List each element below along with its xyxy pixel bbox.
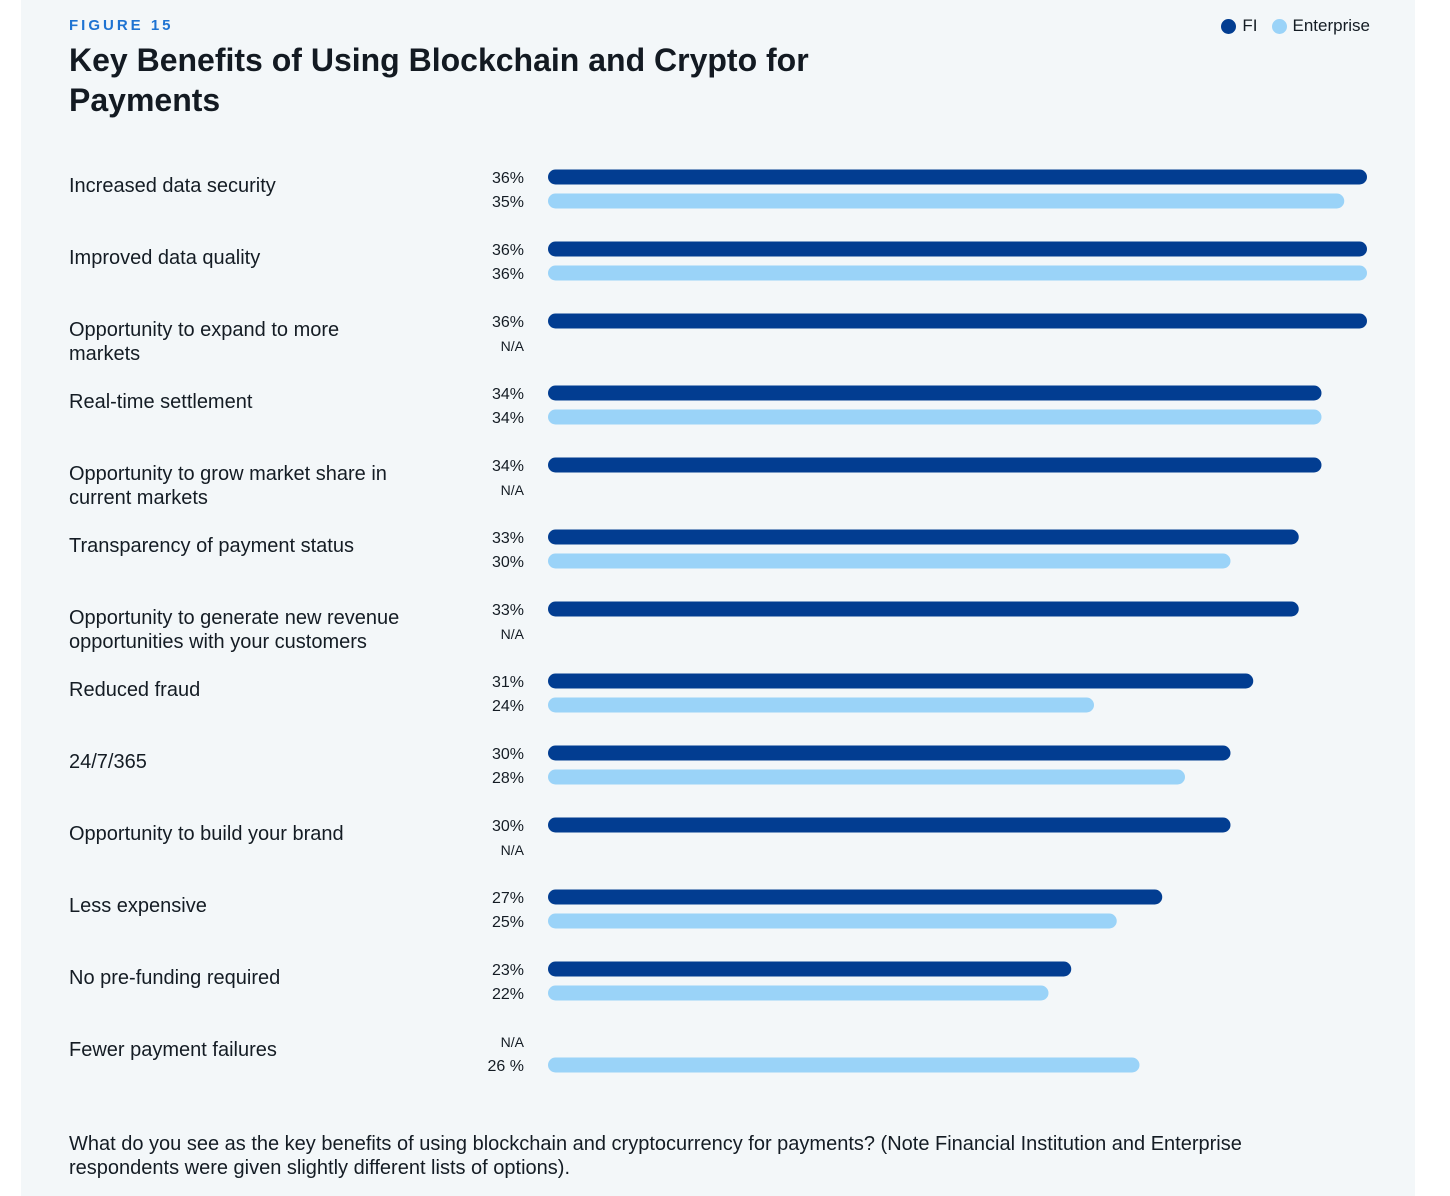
value-label-enterprise: N/A: [501, 338, 525, 354]
value-label-fi: 36%: [492, 242, 524, 259]
category-label-line: Opportunity to generate new revenue: [69, 607, 399, 629]
category-label: Opportunity to generate new revenue oppor…: [69, 607, 399, 653]
value-label-enterprise: 35%: [492, 194, 524, 211]
category-label-line: Less expensive: [69, 895, 207, 917]
bar-group: Fewer payment failures N/A 26 %: [69, 1034, 1140, 1075]
legend: FI Enterprise: [1207, 16, 1370, 36]
legend-swatch-fi: [1221, 18, 1237, 34]
value-label-enterprise: N/A: [501, 626, 525, 642]
category-label: Opportunity to expand to more markets: [69, 319, 339, 365]
value-label-enterprise: N/A: [501, 842, 525, 858]
value-label-fi: 33%: [492, 602, 524, 619]
bar-group: Reduced fraud 31% 24%: [69, 673, 1254, 715]
legend-label-fi: FI: [1242, 16, 1258, 35]
category-label-line: markets: [69, 343, 140, 365]
category-label-line: Fewer payment failures: [69, 1039, 277, 1061]
value-label-enterprise: 26 %: [488, 1058, 524, 1075]
bar-group: Increased data security 36% 35%: [69, 169, 1367, 211]
category-label: Real-time settlement: [69, 391, 253, 413]
category-label: No pre-funding required: [69, 967, 280, 989]
category-label: Increased data security: [69, 175, 276, 197]
category-label-line: opportunities with your customers: [69, 631, 367, 653]
value-label-fi: 36%: [492, 314, 524, 331]
category-label-line: Improved data quality: [69, 247, 260, 269]
bar-group: Less expensive 27% 25%: [69, 889, 1163, 931]
bar-group: 24/7/365 30% 28%: [69, 745, 1231, 787]
bar-group: Transparency of payment status 33% 30%: [69, 529, 1299, 571]
value-label-fi: 27%: [492, 890, 524, 907]
value-label-fi: 30%: [492, 818, 524, 835]
category-label-line: Opportunity to grow market share in: [69, 463, 387, 485]
bar-group: Opportunity to generate new revenue oppor…: [69, 601, 1299, 653]
value-label-fi: 34%: [492, 386, 524, 403]
legend-item-fi: FI: [1221, 16, 1258, 36]
category-label: Less expensive: [69, 895, 207, 917]
category-label-line: Increased data security: [69, 175, 276, 197]
category-label: Opportunity to grow market share in curre…: [69, 463, 387, 509]
chart-title: Key Benefits of Using Blockchain and Cry…: [69, 42, 809, 118]
figure-label: FIGURE 15: [69, 17, 174, 34]
category-label: Opportunity to build your brand: [69, 823, 344, 845]
category-label: Fewer payment failures: [69, 1039, 277, 1061]
category-label-line: Transparency of payment status: [69, 535, 354, 557]
bar-group: Improved data quality 36% 36%: [69, 241, 1367, 283]
bar-group: Real-time settlement 34% 34%: [69, 385, 1322, 427]
value-label-enterprise: 36%: [492, 266, 524, 283]
category-label: 24/7/365: [69, 751, 147, 773]
value-label-fi: N/A: [501, 1034, 525, 1050]
value-label-fi: 33%: [492, 530, 524, 547]
category-label-line: current markets: [69, 487, 208, 509]
legend-swatch-enterprise: [1271, 18, 1287, 34]
bar-group: No pre-funding required 23% 22%: [69, 961, 1072, 1003]
legend-label-enterprise: Enterprise: [1292, 16, 1370, 35]
value-label-fi: 30%: [492, 746, 524, 763]
category-label-line: 24/7/365: [69, 751, 147, 773]
category-label: Improved data quality: [69, 247, 260, 269]
bar-group: Opportunity to build your brand 30% N/A: [69, 817, 1231, 858]
category-label-line: Opportunity to expand to more: [69, 319, 339, 341]
category-label: Transparency of payment status: [69, 535, 354, 557]
value-label-enterprise: 25%: [492, 914, 524, 931]
value-label-enterprise: 30%: [492, 554, 524, 571]
value-label-fi: 34%: [492, 458, 524, 475]
bar-chart: Increased data security 36% 35% Improved da…: [69, 169, 1367, 1075]
bar-group: Opportunity to grow market share in curre…: [69, 457, 1322, 509]
footnote: What do you see as the key benefits of u…: [69, 1133, 1242, 1179]
category-label-line: Opportunity to build your brand: [69, 823, 344, 845]
value-label-fi: 23%: [492, 962, 524, 979]
bar-group: Opportunity to expand to more markets 36% N…: [69, 313, 1367, 365]
value-label-fi: 31%: [492, 674, 524, 691]
value-label-enterprise: 34%: [492, 410, 524, 427]
category-label-line: Real-time settlement: [69, 391, 253, 413]
value-label-enterprise: 28%: [492, 770, 524, 787]
value-label-enterprise: N/A: [501, 482, 525, 498]
category-label-line: Reduced fraud: [69, 679, 200, 701]
value-label-fi: 36%: [492, 170, 524, 187]
category-label: Reduced fraud: [69, 679, 200, 701]
legend-item-enterprise: Enterprise: [1271, 16, 1370, 36]
value-label-enterprise: 24%: [492, 698, 524, 715]
category-label-line: No pre-funding required: [69, 967, 280, 989]
value-label-enterprise: 22%: [492, 986, 524, 1003]
